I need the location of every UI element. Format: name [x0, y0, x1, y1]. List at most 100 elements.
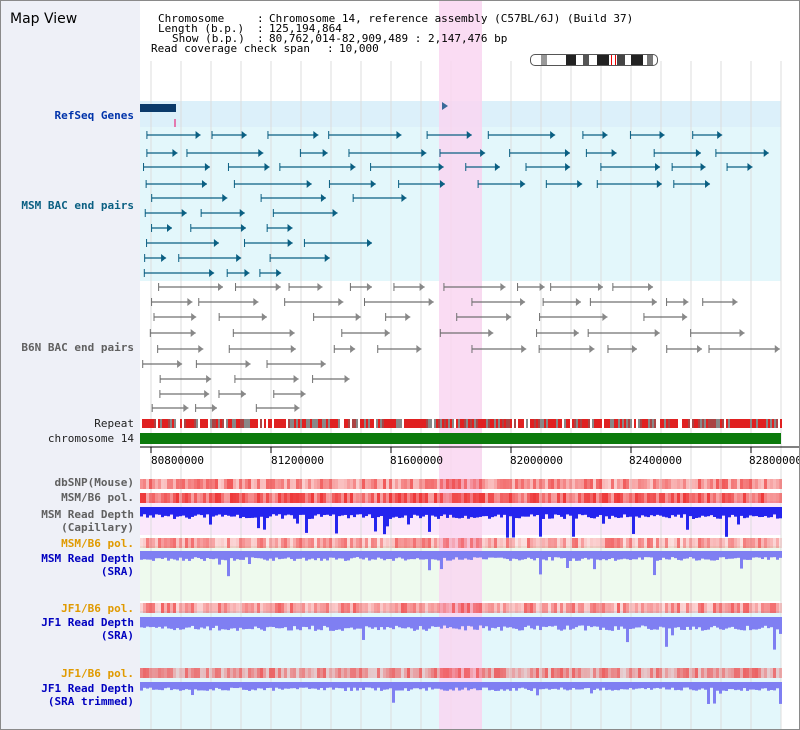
pol-heat-cell: [554, 538, 557, 548]
pol-heat-cell: [611, 603, 614, 613]
depth-bar: [497, 551, 500, 558]
depth-bar: [182, 617, 185, 630]
repeat-mark: [326, 419, 328, 428]
depth-bar: [212, 682, 215, 691]
pol-heat-cell: [617, 668, 620, 678]
pol-heat-cell: [302, 603, 305, 613]
pol-heat-cell: [479, 668, 482, 678]
depth-bar: [248, 507, 251, 519]
pol-heat-cell: [551, 668, 554, 678]
depth-bar: [731, 682, 734, 690]
repeat-mark: [744, 419, 746, 428]
track-label-msm-depth-capillary[interactable]: MSM Read Depth: [41, 508, 134, 521]
depth-bar: [455, 551, 458, 558]
pol-heat-cell: [557, 668, 560, 678]
track-label-dbsnp[interactable]: dbSNP(Mouse): [54, 476, 134, 489]
depth-bar: [362, 617, 365, 640]
repeat-mark: [252, 419, 254, 428]
depth-bar: [251, 682, 254, 690]
track-label-jf1-b6-pol[interactable]: JF1/B6 pol.: [61, 602, 134, 615]
pol-heat-cell: [155, 603, 158, 613]
pol-heat-cell: [545, 493, 548, 503]
pol-heat-cell: [623, 668, 626, 678]
depth-bar: [611, 507, 614, 516]
track-mark: [287, 239, 293, 247]
depth-bar: [689, 682, 692, 690]
pol-heat-cell: [263, 603, 266, 613]
repeat-mark: [258, 419, 260, 428]
track-label-b6n-bac[interactable]: B6N BAC end pairs: [21, 341, 134, 354]
depth-bar: [425, 682, 428, 691]
track-mark: [317, 283, 323, 291]
depth-bar: [674, 682, 677, 691]
pol-heat-cell: [575, 668, 578, 678]
pol-heat-cell: [371, 538, 374, 548]
track-label-jf1-depth-trimmed[interactable]: JF1 Read Depth: [41, 682, 134, 695]
tracks-canvas[interactable]: [140, 1, 799, 729]
pol-heat-cell: [308, 603, 311, 613]
pol-heat-cell: [143, 493, 146, 503]
depth-bar: [623, 617, 626, 629]
repeat-mark: [552, 419, 554, 428]
pol-heat-cell: [575, 538, 578, 548]
track-label-msm-depth-sra[interactable]: MSM Read Depth: [41, 552, 134, 565]
repeat-mark: [152, 419, 154, 428]
track-label-jf1-b6-pol-2[interactable]: JF1/B6 pol.: [61, 667, 134, 680]
pol-heat-cell: [170, 603, 173, 613]
depth-bar: [425, 617, 428, 631]
pol-heat-cell: [455, 493, 458, 503]
pol-heat-cell: [158, 668, 161, 678]
repeat-mark: [562, 419, 564, 428]
depth-bar: [386, 682, 389, 690]
pol-heat-cell: [485, 538, 488, 548]
pol-heat-cell: [194, 479, 197, 489]
depth-bar: [668, 617, 671, 629]
pol-heat-cell: [185, 493, 188, 503]
pol-heat-cell: [188, 493, 191, 503]
depth-bar: [758, 551, 761, 558]
genome-browser-plot[interactable]: [140, 1, 799, 729]
repeat-mark: [478, 419, 480, 428]
depth-bar: [677, 617, 680, 628]
repeat-mark: [276, 419, 278, 428]
pol-heat-cell: [305, 603, 308, 613]
pol-heat-cell: [386, 479, 389, 489]
depth-bar: [437, 551, 440, 561]
depth-bar: [740, 507, 743, 516]
depth-bar: [740, 682, 743, 691]
depth-bar: [557, 551, 560, 558]
depth-bar: [752, 551, 755, 558]
depth-bar: [566, 507, 569, 515]
depth-bar: [533, 551, 536, 561]
repeat-mark: [780, 419, 782, 428]
pol-heat-cell: [254, 479, 257, 489]
track-label-msm-bac[interactable]: MSM BAC end pairs: [21, 199, 134, 212]
track-mark: [539, 283, 545, 291]
depth-bar: [446, 551, 449, 561]
depth-bar: [605, 617, 608, 630]
track-label-msm-b6-pol[interactable]: MSM/B6 pol.: [61, 491, 134, 504]
depth-bar: [695, 617, 698, 630]
repeat-mark: [250, 419, 252, 428]
pol-heat-cell: [554, 668, 557, 678]
pol-heat-cell: [350, 668, 353, 678]
track-label-msm-b6-pol-2[interactable]: MSM/B6 pol.: [61, 537, 134, 550]
pol-heat-cell: [395, 668, 398, 678]
pol-heat-cell: [374, 479, 377, 489]
depth-bar: [293, 617, 296, 627]
pol-heat-cell: [692, 493, 695, 503]
depth-bar: [614, 551, 617, 561]
track-mark: [350, 345, 356, 353]
depth-bar: [650, 617, 653, 630]
track-label-refseq-genes[interactable]: RefSeq Genes: [54, 109, 134, 122]
pol-heat-cell: [413, 603, 416, 613]
track-label-jf1-depth-sra[interactable]: JF1 Read Depth: [41, 616, 134, 629]
depth-bar: [350, 551, 353, 559]
pol-heat-cell: [704, 668, 707, 678]
pol-heat-cell: [290, 479, 293, 489]
depth-bar: [428, 551, 431, 571]
chromosome-ideogram[interactable]: [530, 54, 658, 66]
depth-bar: [698, 617, 701, 628]
depth-bar: [698, 507, 701, 518]
depth-bar: [773, 551, 776, 558]
